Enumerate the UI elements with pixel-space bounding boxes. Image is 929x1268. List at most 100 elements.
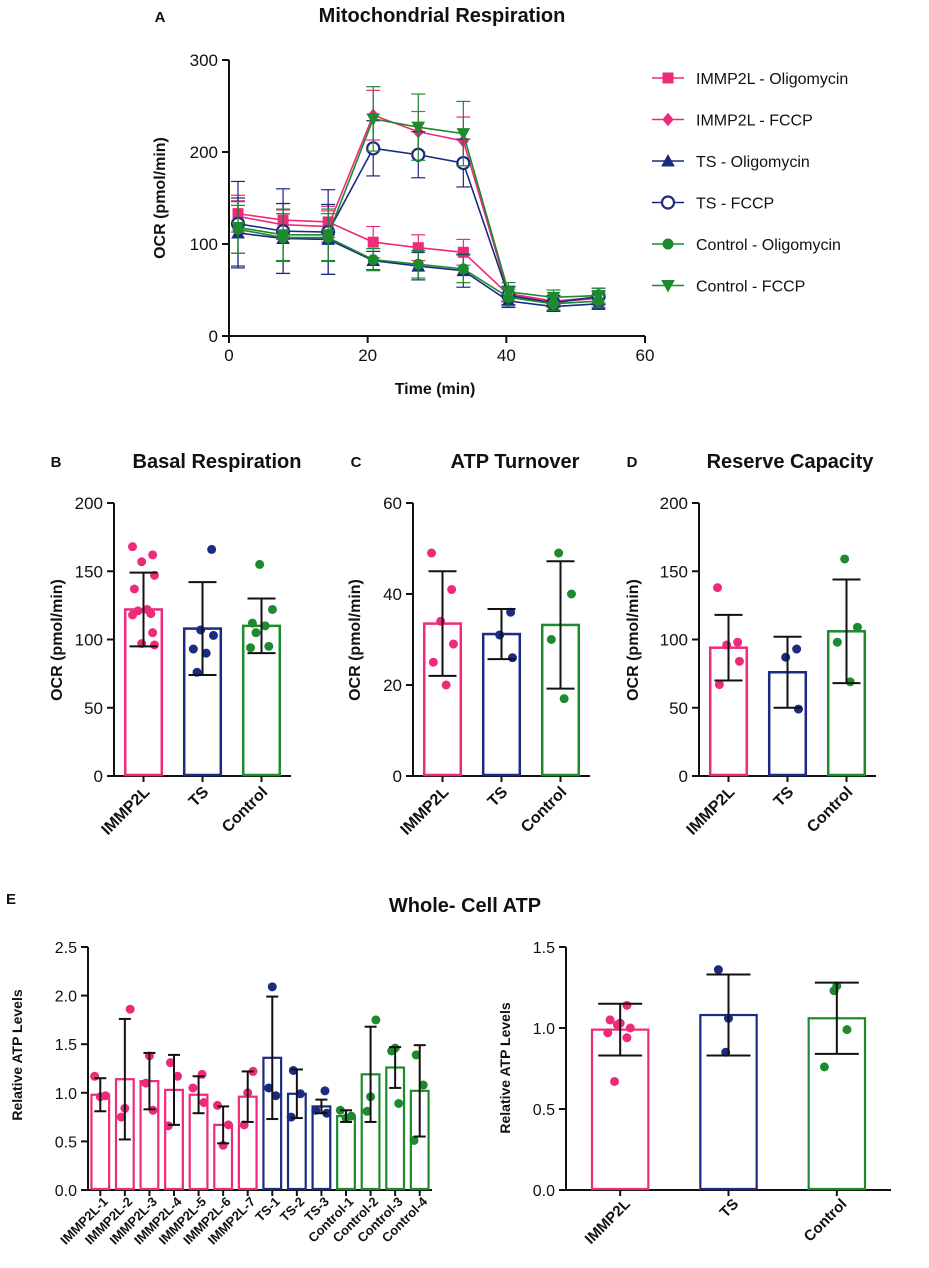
data-point-4 <box>367 254 379 266</box>
data-point-e1-4 <box>199 1098 209 1108</box>
x-tick-label-a: 0 <box>224 346 233 365</box>
data-point-c-2 <box>554 548 564 558</box>
data-point-c-0 <box>427 548 437 558</box>
y-axis-label-a: OCR (pmol/min) <box>152 137 169 259</box>
data-point-e1-7 <box>271 1091 281 1101</box>
data-point-b-1 <box>201 648 211 658</box>
data-point-d-0 <box>733 637 743 647</box>
data-point-c-0 <box>448 639 458 649</box>
y-tick-label-e1: 2.0 <box>55 989 77 1006</box>
data-point-e1-9 <box>320 1086 330 1096</box>
x-tick-label-b-1: TS <box>186 784 213 811</box>
y-tick-label-e1: 2.5 <box>55 940 77 957</box>
x-tick-label-c-1: TS <box>485 784 512 811</box>
data-point-c-2 <box>546 635 556 644</box>
chart-title-c: ATP Turnover <box>451 451 580 473</box>
y-tick-label-a: 200 <box>190 143 218 162</box>
x-tick-label-d-2: Control <box>804 784 856 836</box>
data-point-5 <box>231 221 245 235</box>
panel-label-e1: E <box>6 891 16 908</box>
data-point-e1-5 <box>223 1120 233 1130</box>
data-point-d-0 <box>713 583 723 593</box>
data-point-e1-12 <box>387 1046 397 1056</box>
y-tick-label-c: 20 <box>383 676 402 695</box>
data-point-e1-3 <box>165 1058 175 1068</box>
data-point-b-2 <box>247 618 257 628</box>
data-point-0 <box>367 236 379 248</box>
x-tick-label-d-0: IMMP2L <box>684 784 739 839</box>
data-point-e1-0 <box>90 1071 100 1081</box>
data-point-c-2 <box>566 589 576 599</box>
y-tick-label-e2: 0.5 <box>533 1102 555 1119</box>
y-tick-label-d: 50 <box>669 699 688 718</box>
legend-marker-1 <box>662 112 674 127</box>
bar-e1-10 <box>336 1115 356 1191</box>
data-point-c-0 <box>447 584 457 594</box>
x-tick-label-a: 20 <box>358 346 377 365</box>
data-point-5 <box>366 113 381 126</box>
bar-e1-9 <box>311 1105 332 1191</box>
x-tick-label-e2-2: Control <box>801 1196 851 1246</box>
data-point-e2-1 <box>713 965 723 975</box>
y-tick-label-e1: 1.0 <box>55 1086 77 1103</box>
data-point-b-1 <box>196 625 206 635</box>
x-tick-label-e1-8: TS-2 <box>277 1194 308 1225</box>
y-tick-label-d: 100 <box>660 631 688 650</box>
chart-title-a: Mitochondrial Respiration <box>319 5 566 27</box>
x-tick-label-e1-7: TS-1 <box>252 1194 283 1225</box>
data-point-e2-0 <box>622 1000 632 1010</box>
data-point-5 <box>276 229 290 242</box>
data-point-c-1 <box>507 653 517 663</box>
chart-title-b: Basal Respiration <box>133 451 302 473</box>
x-tick-label-a: 40 <box>497 346 516 365</box>
y-tick-label-e2: 0.0 <box>533 1183 555 1200</box>
data-point-c-2 <box>559 694 569 704</box>
panel-label-a: A <box>155 9 166 26</box>
x-tick-label-e2-1: TS <box>717 1196 743 1222</box>
y-tick-label-b: 100 <box>75 631 103 650</box>
data-point-d-2 <box>832 637 842 647</box>
data-point-b-0 <box>148 628 158 638</box>
data-point-e2-0 <box>605 1015 615 1025</box>
x-tick-label-c-0: IMMP2L <box>398 784 453 839</box>
data-point-e1-13 <box>411 1050 421 1060</box>
data-point-d-0 <box>722 640 732 650</box>
x-tick-label-c-2: Control <box>518 784 570 836</box>
data-point-e1-1 <box>116 1112 126 1122</box>
y-tick-label-d: 200 <box>660 494 688 513</box>
data-point-b-1 <box>207 544 217 554</box>
data-point-b-0 <box>128 610 138 620</box>
data-point-b-2 <box>251 628 261 638</box>
data-point-d-0 <box>734 656 744 666</box>
legend-label-1: IMMP2L - FCCP <box>696 113 813 130</box>
data-point-e1-1 <box>125 1004 135 1014</box>
data-point-b-2 <box>246 643 256 653</box>
y-axis-label-e2: Relative ATP Levels <box>497 1002 513 1133</box>
x-tick-label-a: 60 <box>636 346 655 365</box>
y-tick-label-c: 60 <box>383 494 402 513</box>
y-tick-label-a: 100 <box>190 235 218 254</box>
data-point-e1-12 <box>394 1098 404 1108</box>
y-tick-label-c: 0 <box>393 767 402 786</box>
data-point-b-0 <box>149 640 159 650</box>
data-point-e1-3 <box>173 1071 183 1081</box>
data-point-d-2 <box>852 622 862 632</box>
y-axis-label-d: OCR (pmol/min) <box>625 579 642 701</box>
data-point-e1-7 <box>267 982 277 992</box>
legend-label-4: Control - Oligomycin <box>696 237 841 254</box>
panel-label-b: B <box>51 454 62 471</box>
data-point-b-1 <box>208 630 218 640</box>
x-tick-label-d-1: TS <box>771 784 798 811</box>
data-point-e1-13 <box>418 1080 428 1090</box>
data-point-b-2 <box>267 604 277 614</box>
data-point-b-2 <box>255 559 265 569</box>
y-tick-label-e1: 0.5 <box>55 1134 77 1151</box>
legend-marker-4 <box>662 238 674 250</box>
data-point-e1-11 <box>362 1106 372 1116</box>
data-point-b-2 <box>260 621 270 631</box>
y-tick-label-e1: 0.0 <box>55 1183 77 1200</box>
data-point-b-0 <box>137 557 147 567</box>
data-point-e2-0 <box>610 1076 620 1086</box>
y-tick-label-b: 0 <box>94 767 103 786</box>
data-point-e2-0 <box>622 1033 632 1043</box>
